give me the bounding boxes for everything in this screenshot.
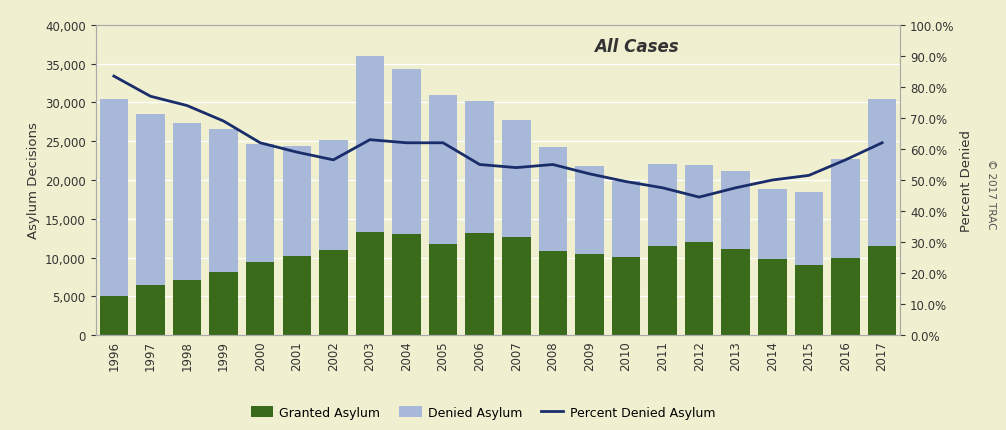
- Bar: [648, 246, 677, 335]
- Bar: [100, 99, 128, 296]
- Percent Denied Asylum: [255, 141, 267, 146]
- Bar: [831, 160, 860, 258]
- Bar: [466, 101, 494, 233]
- Percent Denied Asylum: [547, 163, 559, 168]
- Bar: [502, 237, 530, 335]
- Percent Denied Asylum: [839, 158, 851, 163]
- Bar: [575, 167, 604, 254]
- Percent Denied Asylum: [437, 141, 449, 146]
- Percent Denied Asylum: [693, 195, 705, 200]
- Percent Denied Asylum: [583, 172, 596, 177]
- Percent Denied Asylum: [729, 186, 741, 191]
- Percent Denied Asylum: [876, 141, 888, 146]
- Text: All Cases: All Cases: [595, 38, 679, 56]
- Bar: [245, 263, 275, 335]
- Y-axis label: Percent Denied: Percent Denied: [960, 130, 973, 231]
- Bar: [356, 233, 384, 335]
- Bar: [429, 245, 458, 335]
- Percent Denied Asylum: [767, 178, 779, 183]
- Bar: [648, 164, 677, 246]
- Bar: [538, 251, 567, 335]
- Bar: [685, 243, 713, 335]
- Bar: [429, 95, 458, 245]
- Bar: [502, 121, 530, 237]
- Y-axis label: Asylum Decisions: Asylum Decisions: [26, 122, 39, 239]
- Bar: [173, 123, 201, 280]
- Text: © 2017 TRAC: © 2017 TRAC: [986, 158, 996, 229]
- Bar: [392, 235, 421, 335]
- Percent Denied Asylum: [364, 138, 376, 143]
- Percent Denied Asylum: [217, 119, 229, 124]
- Bar: [283, 147, 311, 256]
- Bar: [319, 140, 348, 250]
- Bar: [136, 115, 165, 285]
- Percent Denied Asylum: [400, 141, 412, 146]
- Percent Denied Asylum: [145, 95, 157, 100]
- Percent Denied Asylum: [657, 186, 669, 191]
- Bar: [356, 57, 384, 233]
- Bar: [759, 190, 787, 260]
- Percent Denied Asylum: [327, 158, 339, 163]
- Bar: [721, 249, 750, 335]
- Bar: [136, 285, 165, 335]
- Bar: [100, 296, 128, 335]
- Bar: [245, 145, 275, 263]
- Percent Denied Asylum: [803, 173, 815, 178]
- Bar: [685, 165, 713, 243]
- Bar: [831, 258, 860, 335]
- Percent Denied Asylum: [108, 74, 120, 80]
- Bar: [868, 99, 896, 246]
- Legend: Granted Asylum, Denied Asylum, Percent Denied Asylum: Granted Asylum, Denied Asylum, Percent D…: [245, 401, 720, 424]
- Bar: [319, 250, 348, 335]
- Percent Denied Asylum: [291, 150, 303, 155]
- Percent Denied Asylum: [181, 104, 193, 109]
- Bar: [612, 181, 640, 257]
- Bar: [612, 257, 640, 335]
- Percent Denied Asylum: [620, 180, 632, 185]
- Bar: [868, 246, 896, 335]
- Bar: [721, 172, 750, 249]
- Line: Percent Denied Asylum: Percent Denied Asylum: [114, 77, 882, 198]
- Bar: [173, 280, 201, 335]
- Percent Denied Asylum: [510, 166, 522, 171]
- Bar: [795, 193, 823, 265]
- Bar: [538, 147, 567, 251]
- Percent Denied Asylum: [474, 163, 486, 168]
- Bar: [795, 265, 823, 335]
- Bar: [209, 272, 237, 335]
- Bar: [759, 260, 787, 335]
- Bar: [575, 254, 604, 335]
- Bar: [283, 256, 311, 335]
- Bar: [209, 129, 237, 272]
- Bar: [466, 233, 494, 335]
- Bar: [392, 70, 421, 235]
